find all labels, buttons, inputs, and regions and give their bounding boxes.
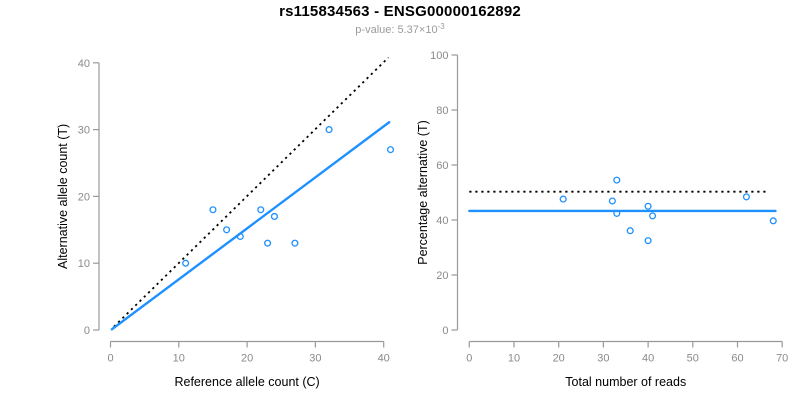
x-tick-label: 70 [776,353,788,365]
data-point [209,206,217,214]
allele-count-scatter: 0 10 20 30 40 0 10 20 30 40 Reference allele count… [56,56,395,389]
y-tick-label: 60 [436,160,448,172]
x-axis-title: Total number of reads [565,375,686,389]
regression-line [110,121,391,331]
data-point [644,237,652,245]
x-tick-label: 60 [731,353,743,365]
data-point [559,195,567,203]
y-axis-title: Alternative allele count (T) [56,124,70,269]
x-tick-label: 40 [378,353,390,365]
x-tick-label: 0 [466,353,472,365]
y-tick-label: 20 [78,191,90,203]
y-tick-label: 40 [78,58,90,70]
x-tick-label: 20 [553,353,565,365]
x-tick-label: 0 [107,353,113,365]
data-point [649,212,657,220]
y-tick-label: 0 [84,325,90,337]
data-point [236,232,244,241]
y-axis-title: Percentage alternative (T) [416,120,430,265]
data-point [644,202,652,210]
data-point [626,227,634,235]
y-tick-label: 10 [78,258,90,270]
x-tick-label: 10 [173,353,185,365]
x-tick-label: 50 [687,353,699,365]
data-point [223,226,231,234]
x-axis-title: Reference allele count (C) [174,375,319,389]
data-point [386,146,395,154]
data-point [264,239,272,247]
page-title: rs115834563 - ENSG00000162892 [279,3,521,20]
data-point [257,206,265,214]
data-point [270,212,278,220]
y-tick-label: 20 [436,270,448,282]
x-tick-label: 10 [508,353,520,365]
x-tick-label: 40 [642,353,654,365]
p-value-exponent: -3 [437,22,445,31]
y-tick-label: 80 [436,105,448,117]
y-tick-label: 100 [430,50,448,62]
data-point [613,209,621,217]
data-point [291,239,299,247]
data-point [325,126,333,134]
percentage-alternative-scatter: 0 20 40 60 80 100 0 10 20 30 40 50 60 70 Total number … [416,50,788,389]
y-tick-label: 40 [436,215,448,227]
data-point [608,197,616,205]
y-tick-label: 0 [442,325,448,337]
data-point [769,217,777,225]
p-value-subtitle: p-value: 5.37×10-3 [0,22,800,36]
y-tick-label: 30 [78,125,90,137]
data-point [182,259,190,267]
x-tick-label: 30 [597,353,609,365]
x-tick-label: 30 [309,353,321,365]
data-point [613,176,621,184]
p-value-text: p-value: 5.37×10 [355,24,438,36]
x-tick-label: 20 [241,353,253,365]
identity-line [113,56,390,328]
data-point [742,193,750,201]
